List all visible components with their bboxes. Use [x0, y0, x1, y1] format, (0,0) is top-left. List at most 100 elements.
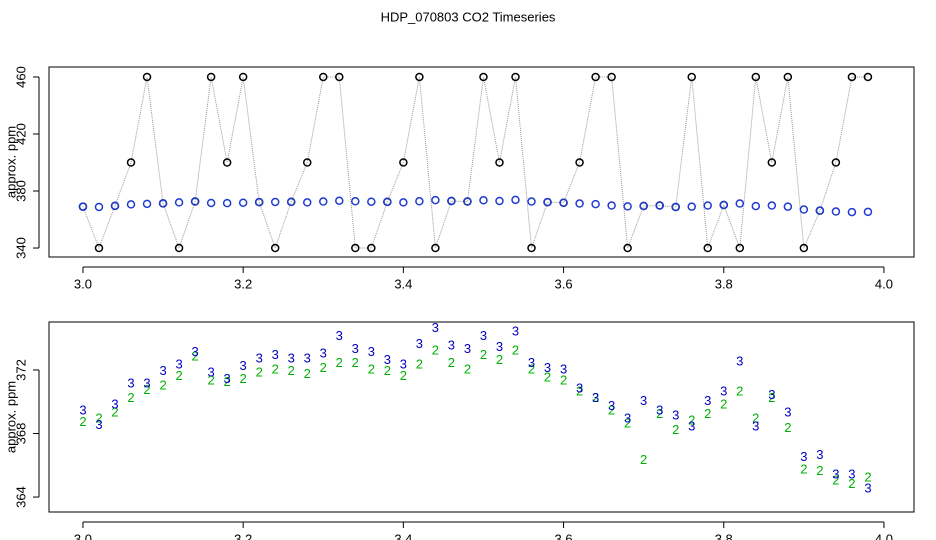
- point: [254, 197, 264, 207]
- point-symbol: 2: [111, 404, 118, 419]
- point: [206, 198, 216, 208]
- point-symbol: 2: [832, 473, 839, 488]
- point-symbol: 3: [464, 341, 471, 356]
- point-symbol: 2: [640, 452, 647, 467]
- point: [783, 202, 793, 211]
- point: [703, 243, 712, 253]
- point: [831, 158, 841, 167]
- point-symbol: 3: [352, 341, 359, 356]
- point-symbol: 3: [800, 449, 807, 464]
- x-tick-label: 4.0: [875, 531, 893, 540]
- point-symbol: 2: [224, 374, 231, 389]
- x-tick-label: 3.0: [74, 276, 92, 291]
- point-symbol: 2: [143, 382, 150, 397]
- y-tick-label: 460: [13, 66, 28, 88]
- point-symbol: 3: [608, 398, 615, 413]
- point-symbol: 3: [720, 384, 727, 399]
- point-symbol: 3: [576, 380, 583, 395]
- point: [174, 243, 184, 253]
- point-symbol: 2: [560, 373, 567, 388]
- chart-title: HDP_070803 CO2 Timeseries: [381, 9, 556, 24]
- point: [863, 207, 873, 217]
- y-tick-label: 372: [13, 359, 28, 381]
- point: [863, 72, 873, 82]
- point-symbol: 3: [864, 481, 871, 496]
- point-symbol: 2: [496, 352, 503, 367]
- point-symbol: 3: [480, 328, 487, 343]
- y-tick-label: 380: [13, 180, 28, 202]
- point-symbol: 2: [864, 469, 871, 484]
- point: [319, 72, 328, 82]
- point-symbol: 2: [416, 357, 423, 372]
- point-symbol: 3: [672, 407, 679, 422]
- point: [415, 72, 424, 82]
- x-tick-label: 3.8: [715, 531, 733, 540]
- point-symbol: 3: [416, 336, 423, 351]
- point: [799, 243, 809, 253]
- point: [527, 243, 536, 253]
- point-symbol: 3: [240, 358, 247, 373]
- point: [383, 197, 392, 207]
- point: [110, 201, 120, 211]
- point-symbol: 3: [191, 344, 198, 359]
- point: [559, 198, 568, 207]
- y-axis-label: approx. ppm: [3, 126, 18, 198]
- point: [783, 72, 793, 82]
- series-line: [82, 76, 868, 250]
- point: [767, 201, 777, 210]
- point-symbol: 2: [240, 371, 247, 386]
- point: [511, 195, 520, 205]
- point: [607, 72, 616, 82]
- x-tick-label: 3.2: [234, 531, 252, 540]
- point: [751, 201, 761, 211]
- point: [94, 202, 104, 212]
- point-symbol: 3: [304, 350, 311, 365]
- point-symbol: 3: [95, 417, 102, 432]
- point: [335, 196, 344, 205]
- point-symbol: 3: [816, 447, 823, 462]
- point: [270, 197, 280, 207]
- point: [238, 198, 248, 207]
- point: [575, 199, 584, 208]
- point-symbol: 2: [320, 360, 327, 375]
- point-symbol: 3: [528, 355, 535, 370]
- point-symbol: 2: [624, 415, 631, 430]
- point-symbol: 3: [640, 393, 647, 408]
- point: [447, 196, 456, 206]
- point-symbol: 2: [464, 361, 471, 376]
- point: [367, 243, 376, 253]
- point-symbol: 2: [656, 406, 663, 421]
- point-symbol: 2: [608, 403, 615, 418]
- point-symbol: 2: [159, 377, 166, 392]
- point: [222, 158, 232, 167]
- point: [319, 197, 328, 206]
- point: [302, 158, 312, 167]
- point-symbol: 3: [784, 404, 791, 419]
- point: [142, 199, 152, 209]
- point: [126, 158, 136, 167]
- point: [78, 202, 88, 211]
- point: [94, 243, 104, 253]
- point: [399, 198, 408, 207]
- point-symbol: 3: [544, 360, 551, 375]
- point: [671, 202, 680, 212]
- point-symbol: 2: [752, 411, 759, 426]
- point: [174, 198, 184, 207]
- point: [703, 201, 712, 210]
- point: [607, 201, 616, 210]
- point-symbol: 3: [624, 411, 631, 426]
- x-tick-label: 3.4: [394, 531, 412, 540]
- point-symbol: 3: [736, 353, 743, 368]
- y-tick-label: 420: [13, 123, 28, 145]
- point: [126, 200, 136, 209]
- point: [351, 197, 360, 206]
- point-symbol: 2: [384, 363, 391, 378]
- point-symbol: 3: [111, 396, 118, 411]
- point-symbol: 3: [256, 350, 263, 365]
- point-symbol: 2: [288, 363, 295, 378]
- point: [831, 207, 841, 216]
- point-symbol: 2: [352, 355, 359, 370]
- x-tick-label: 3.0: [74, 531, 92, 540]
- y-axis-label: approx. ppm: [3, 381, 18, 453]
